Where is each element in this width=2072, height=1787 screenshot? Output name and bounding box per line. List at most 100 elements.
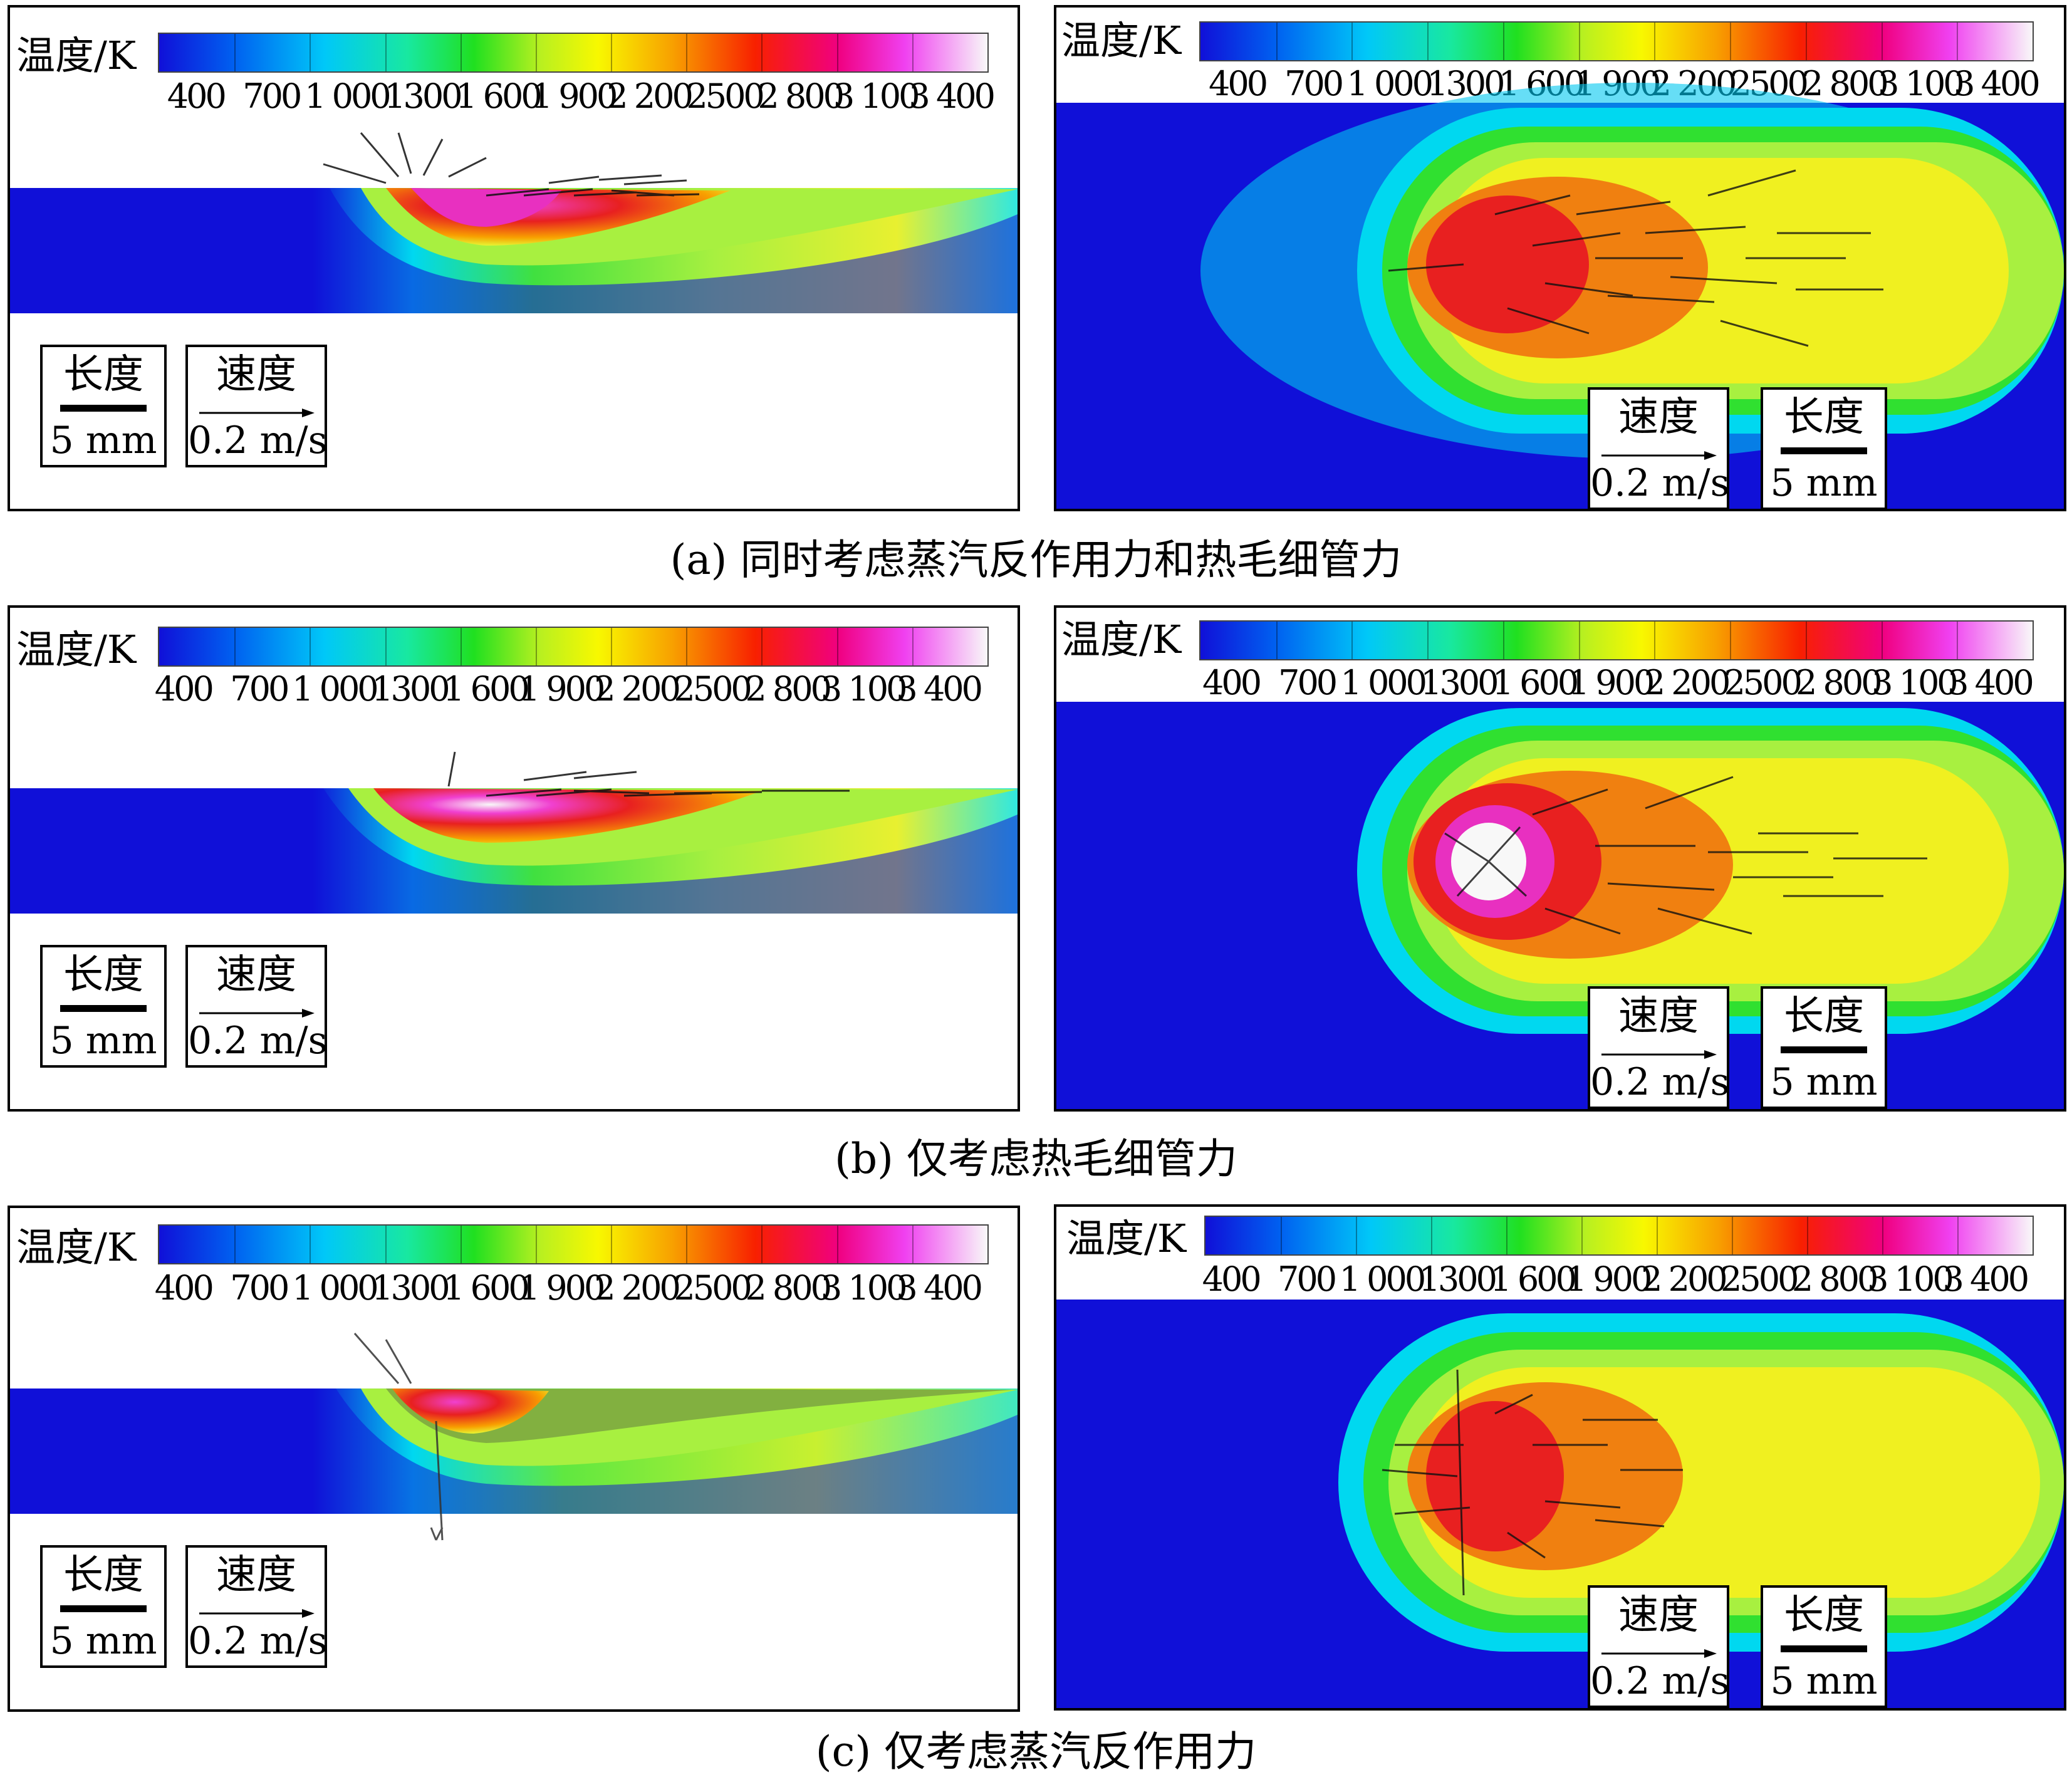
colorbar-tick — [1502, 23, 1504, 60]
colorbar-tick-label: 2 800 — [745, 1268, 832, 1308]
length-scale-legend: 长度 5 mm — [1761, 1585, 1887, 1708]
length-scale-legend: 长度 5 mm — [1761, 986, 1887, 1109]
colorbar-tick — [1506, 1217, 1507, 1254]
colorbar-title: 温度/K — [1066, 1216, 1187, 1261]
colorbar-tick-label: 3 100 — [820, 669, 908, 709]
colorbar-tick-label: 1 600 — [456, 76, 543, 116]
colorbar-tick-label: 2 200 — [594, 1268, 681, 1308]
colorbar-tick — [761, 1226, 763, 1263]
speed-legend-title: 速度 — [216, 952, 296, 998]
colorbar-tick — [1578, 622, 1580, 659]
colorbar-tick — [535, 1226, 537, 1263]
colorbar-tick — [686, 34, 688, 71]
caption-c: (c) 仅考虑蒸汽反作用力 — [815, 1727, 1257, 1776]
colorbar-tick-label: 3 400 — [1954, 64, 2041, 103]
colorbar-tick — [310, 1226, 311, 1263]
length-scale-bar — [60, 1605, 147, 1612]
colorbar-tick-label: 1 600 — [1490, 1259, 1577, 1299]
colorbar-tick-label: 3 100 — [1867, 1259, 1954, 1299]
colorbar-tick — [1281, 1217, 1282, 1254]
length-scale-bar — [60, 405, 147, 412]
length-legend-title: 长度 — [63, 952, 143, 998]
colorbar-tick-label: 3 100 — [833, 76, 920, 116]
colorbar-tick-label: 1 900 — [1565, 1259, 1653, 1299]
length-scale-bar — [60, 1005, 147, 1012]
colorbar-tick — [535, 34, 537, 71]
colorbar-tick-label: 1300 — [372, 669, 450, 709]
colorbar-tick-label: 1 900 — [518, 1268, 606, 1308]
colorbar-tick — [310, 628, 311, 665]
speed-scale-legend: 速度 0.2 m/s — [1588, 986, 1729, 1109]
colorbar-tick-label: 2500 — [1721, 1259, 1799, 1299]
speed-arrow-icon — [1601, 1050, 1717, 1059]
colorbar-tick-label: 1300 — [1420, 663, 1499, 702]
colorbar-tick-label: 1 900 — [531, 76, 618, 116]
colorbar-tick-label: 1 900 — [1568, 663, 1655, 702]
colorbar-tick — [1730, 622, 1732, 659]
length-legend-title: 长度 — [1784, 394, 1864, 440]
colorbar-tick-label: 2500 — [686, 76, 764, 116]
colorbar-tick — [1807, 1217, 1808, 1254]
colorbar-tick — [1957, 23, 1959, 60]
length-legend-value: 5 mm — [1770, 1659, 1878, 1703]
colorbar-tick — [686, 628, 688, 665]
colorbar-tick — [460, 34, 462, 71]
colorbar-tick-label: 3 400 — [896, 669, 983, 709]
colorbar-tick — [1427, 622, 1429, 659]
colorbar-tick — [1657, 1217, 1658, 1254]
colorbar-tick-label: 1300 — [1419, 1259, 1497, 1299]
colorbar-tick — [1654, 23, 1656, 60]
colorbar-tick — [1881, 23, 1883, 60]
colorbar-tick — [912, 1226, 914, 1263]
colorbar-tick — [1351, 23, 1353, 60]
speed-scale-legend: 速度 0.2 m/s — [1588, 1585, 1729, 1708]
length-legend-title: 长度 — [63, 352, 143, 398]
colorbar-tick — [385, 34, 387, 71]
colorbar — [1199, 21, 2034, 61]
top-view-temperature-field — [1056, 702, 2064, 1109]
colorbar-tick-label: 400 — [167, 76, 227, 116]
length-legend-title: 长度 — [63, 1552, 143, 1598]
speed-arrow-icon — [1601, 1649, 1717, 1658]
length-scale-bar — [1781, 1046, 1867, 1053]
colorbar-tick-label: 2 200 — [1641, 1259, 1728, 1299]
length-legend-value: 5 mm — [49, 419, 157, 462]
colorbar — [158, 33, 989, 73]
colorbar-tick-label: 3 400 — [908, 76, 996, 116]
side-view-temperature-field — [10, 132, 1018, 313]
colorbar-tick-label: 3 400 — [896, 1268, 983, 1308]
colorbar-tick-label: 700 — [1278, 663, 1338, 702]
speed-scale-legend: 速度 0.2 m/s — [185, 345, 327, 467]
colorbar-title: 温度/K — [1061, 18, 1182, 63]
colorbar-tick — [686, 1226, 688, 1263]
colorbar-tick-label: 1 000 — [305, 76, 392, 116]
colorbar-tick — [761, 34, 763, 71]
panel-a-side-view: 温度/K 400 700 1 000 1300 1 600 1 900 2 200 2500 2… — [8, 5, 1020, 511]
colorbar-tick — [385, 1226, 387, 1263]
length-legend-value: 5 mm — [49, 1619, 157, 1663]
colorbar — [1199, 620, 2034, 660]
speed-legend-title: 速度 — [1618, 1592, 1699, 1639]
length-scale-legend: 长度 5 mm — [40, 1545, 167, 1668]
speed-legend-value: 0.2 m/s — [1590, 1659, 1730, 1703]
colorbar-tick — [234, 1226, 236, 1263]
colorbar-tick-label: 400 — [154, 669, 214, 709]
length-scale-legend: 长度 5 mm — [1761, 387, 1887, 509]
colorbar-tick — [234, 34, 236, 71]
colorbar-tick-label: 3 100 — [1878, 64, 1965, 103]
colorbar-tick — [535, 628, 537, 665]
speed-legend-value: 0.2 m/s — [1590, 461, 1730, 505]
speed-legend-value: 0.2 m/s — [188, 1619, 328, 1663]
colorbar-tick — [385, 628, 387, 665]
colorbar-tick — [1351, 622, 1353, 659]
length-scale-legend: 长度 5 mm — [40, 345, 167, 467]
colorbar-tick-label: 400 — [1202, 1259, 1262, 1299]
length-legend-value: 5 mm — [49, 1019, 157, 1063]
colorbar-tick — [611, 1226, 613, 1263]
colorbar-tick — [836, 34, 838, 71]
colorbar-tick — [1276, 23, 1278, 60]
colorbar-tick — [460, 628, 462, 665]
